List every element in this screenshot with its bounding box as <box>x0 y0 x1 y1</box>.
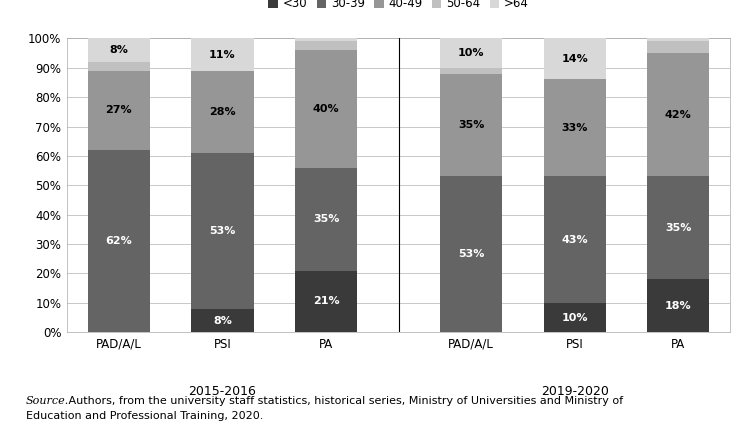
Bar <box>544 80 606 176</box>
Text: 43%: 43% <box>562 235 588 245</box>
Bar <box>295 50 357 168</box>
Bar <box>647 279 709 332</box>
Bar <box>191 71 253 153</box>
Text: 35%: 35% <box>665 223 691 233</box>
Bar <box>88 62 150 71</box>
Legend: <30, 30-39, 40-49, 50-64, >64: <30, 30-39, 40-49, 50-64, >64 <box>268 0 529 10</box>
Bar <box>295 271 357 332</box>
Bar <box>88 150 150 332</box>
Text: Source.: Source. <box>26 396 69 406</box>
Bar <box>295 41 357 50</box>
Bar <box>295 38 357 41</box>
Text: 14%: 14% <box>561 54 588 64</box>
Text: 40%: 40% <box>313 104 340 114</box>
Bar <box>544 303 606 332</box>
Text: 8%: 8% <box>213 316 232 325</box>
Text: 2019-2020: 2019-2020 <box>541 385 609 398</box>
Bar <box>440 176 502 332</box>
Text: 33%: 33% <box>562 123 588 133</box>
Text: 10%: 10% <box>458 48 484 58</box>
Bar <box>647 38 709 41</box>
Bar <box>88 38 150 62</box>
Text: 18%: 18% <box>665 301 691 311</box>
Bar <box>544 176 606 303</box>
Bar <box>191 309 253 332</box>
Text: 10%: 10% <box>562 313 588 322</box>
Text: 11%: 11% <box>209 49 235 60</box>
Text: 42%: 42% <box>665 110 691 120</box>
Text: 27%: 27% <box>106 105 132 115</box>
Text: Authors, from the university staff statistics, historical series, Ministry of Un: Authors, from the university staff stati… <box>65 396 623 406</box>
Bar <box>647 53 709 176</box>
Text: 62%: 62% <box>106 236 132 246</box>
Text: Education and Professional Training, 2020.: Education and Professional Training, 202… <box>26 411 264 421</box>
Text: 28%: 28% <box>209 107 235 117</box>
Bar <box>295 168 357 271</box>
Text: 53%: 53% <box>458 249 484 259</box>
Bar <box>440 38 502 68</box>
Bar <box>88 71 150 150</box>
Bar <box>647 41 709 53</box>
Bar <box>440 68 502 74</box>
Text: 35%: 35% <box>313 214 339 224</box>
Text: 8%: 8% <box>110 45 128 55</box>
Bar <box>647 176 709 279</box>
Bar <box>440 74 502 176</box>
Bar <box>191 153 253 309</box>
Text: 35%: 35% <box>458 120 484 130</box>
Text: 21%: 21% <box>313 296 340 306</box>
Bar <box>191 38 253 71</box>
Text: 2015-2016: 2015-2016 <box>188 385 256 398</box>
Bar <box>544 38 606 80</box>
Text: 53%: 53% <box>209 226 235 236</box>
